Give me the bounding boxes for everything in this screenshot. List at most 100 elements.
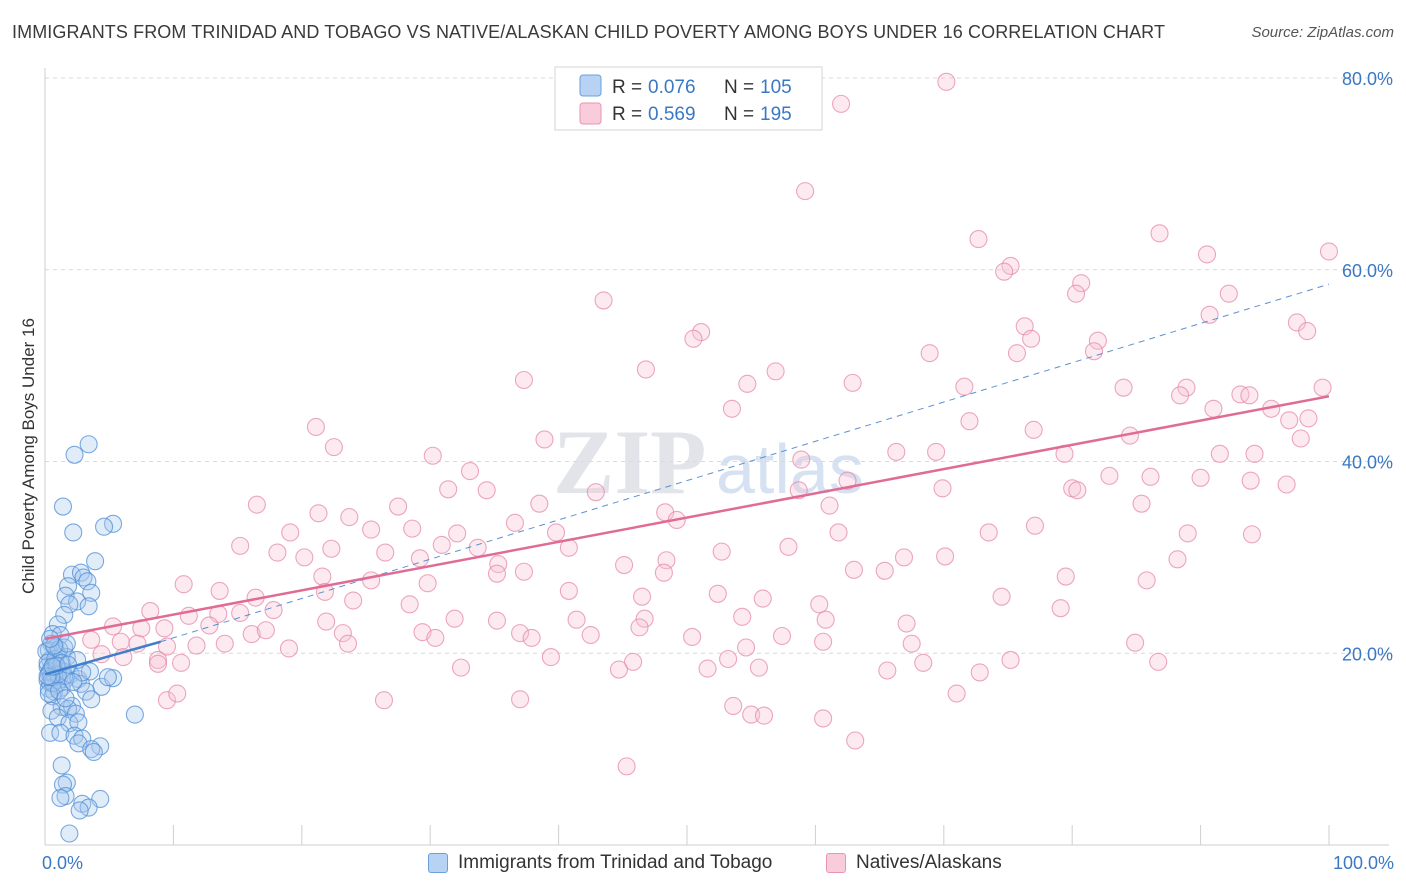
point-natives-192 bbox=[814, 709, 833, 728]
point-natives-40 bbox=[1024, 420, 1043, 439]
point-natives-178 bbox=[1149, 652, 1168, 671]
point-immigrants-48 bbox=[80, 662, 99, 681]
point-natives-177 bbox=[1001, 650, 1020, 670]
point-immigrants-61 bbox=[125, 705, 144, 724]
point-natives-183 bbox=[749, 658, 768, 677]
point-immigrants-13 bbox=[82, 583, 101, 602]
point-natives-26 bbox=[514, 370, 533, 390]
y-tick-label-40: 40.0% bbox=[1342, 453, 1393, 473]
point-natives-146 bbox=[242, 625, 261, 644]
point-natives-164 bbox=[683, 627, 702, 647]
point-natives-190 bbox=[724, 696, 743, 716]
point-natives-68 bbox=[1068, 481, 1087, 500]
point-natives-162 bbox=[522, 628, 541, 647]
point-natives-123 bbox=[633, 587, 652, 606]
point-natives-12 bbox=[594, 291, 613, 310]
point-natives-96 bbox=[376, 543, 395, 562]
point-natives-157 bbox=[187, 636, 206, 655]
point-natives-137 bbox=[567, 610, 586, 629]
legend-item-immigrants[interactable]: Immigrants from Trinidad and Tobago bbox=[428, 852, 772, 874]
point-natives-66 bbox=[586, 483, 605, 502]
point-natives-71 bbox=[530, 494, 549, 513]
point-natives-24 bbox=[636, 360, 655, 379]
point-natives-64 bbox=[477, 481, 496, 500]
point-natives-148 bbox=[333, 624, 352, 643]
point-natives-176 bbox=[914, 653, 933, 672]
point-natives-115 bbox=[1137, 571, 1156, 590]
point-natives-0 bbox=[937, 72, 956, 91]
y-axis-label: Child Poverty Among Boys Under 16 bbox=[19, 318, 38, 594]
point-natives-1 bbox=[832, 94, 851, 113]
point-immigrants-65 bbox=[41, 723, 60, 742]
watermark-atlas: atlas bbox=[716, 430, 864, 508]
point-natives-63 bbox=[439, 480, 458, 499]
point-natives-13 bbox=[1200, 305, 1219, 324]
point-natives-181 bbox=[609, 660, 628, 679]
legend-swatch-natives bbox=[826, 853, 846, 873]
point-natives-45 bbox=[306, 417, 325, 437]
point-natives-76 bbox=[505, 513, 524, 532]
point-natives-41 bbox=[960, 412, 979, 431]
point-natives-88 bbox=[1242, 525, 1262, 544]
point-natives-50 bbox=[927, 442, 946, 461]
point-natives-109 bbox=[487, 564, 507, 583]
point-natives-47 bbox=[324, 438, 343, 457]
legend-n-label-1: N = bbox=[724, 77, 754, 98]
x-tick-label-100: 100.0% bbox=[1333, 853, 1394, 873]
point-natives-10 bbox=[1067, 284, 1086, 303]
point-natives-135 bbox=[445, 609, 464, 628]
point-natives-73 bbox=[1132, 494, 1151, 513]
point-natives-23 bbox=[1084, 342, 1104, 361]
point-natives-37 bbox=[1280, 411, 1299, 430]
point-natives-99 bbox=[615, 555, 634, 575]
point-natives-6 bbox=[1197, 245, 1217, 264]
point-natives-166 bbox=[814, 632, 833, 651]
point-natives-163 bbox=[581, 625, 600, 645]
point-natives-101 bbox=[712, 542, 731, 561]
point-natives-180 bbox=[451, 658, 471, 677]
point-natives-159 bbox=[279, 639, 299, 658]
point-natives-65 bbox=[933, 479, 952, 498]
point-immigrants-75 bbox=[53, 775, 73, 794]
point-natives-145 bbox=[200, 616, 219, 635]
point-natives-61 bbox=[1277, 475, 1296, 494]
point-natives-53 bbox=[1245, 444, 1264, 463]
x-tick-label-0: 0.0% bbox=[42, 853, 83, 873]
point-natives-86 bbox=[979, 523, 998, 542]
legend-item-natives[interactable]: Natives/Alaskans bbox=[826, 852, 1002, 874]
point-natives-17 bbox=[692, 323, 711, 342]
point-immigrants-10 bbox=[78, 572, 97, 591]
point-immigrants-82 bbox=[60, 824, 79, 843]
point-natives-9 bbox=[1072, 274, 1091, 293]
point-immigrants-18 bbox=[48, 615, 67, 634]
chart-source: Source: ZipAtlas.com bbox=[1251, 24, 1394, 41]
point-natives-138 bbox=[635, 609, 654, 628]
point-natives-182 bbox=[698, 659, 717, 678]
point-natives-175 bbox=[719, 649, 738, 669]
point-natives-117 bbox=[210, 581, 229, 600]
point-natives-3 bbox=[969, 230, 988, 249]
point-natives-30 bbox=[1114, 378, 1133, 397]
point-immigrants-53 bbox=[98, 668, 117, 687]
point-natives-91 bbox=[432, 535, 451, 554]
point-natives-188 bbox=[374, 691, 394, 710]
point-natives-42 bbox=[1313, 378, 1332, 397]
point-natives-90 bbox=[322, 539, 341, 558]
point-natives-127 bbox=[992, 587, 1011, 606]
point-natives-80 bbox=[281, 523, 300, 542]
legend-label-natives: Natives/Alaskans bbox=[856, 852, 1002, 873]
point-immigrants-81 bbox=[70, 801, 89, 820]
point-natives-125 bbox=[753, 589, 772, 608]
series-legend: Immigrants from Trinidad and Tobago Nati… bbox=[0, 850, 1406, 880]
point-natives-27 bbox=[738, 374, 757, 393]
point-natives-36 bbox=[1299, 409, 1318, 428]
point-natives-49 bbox=[887, 442, 906, 461]
point-immigrants-77 bbox=[51, 788, 70, 808]
point-natives-48 bbox=[423, 446, 442, 465]
point-immigrants-62 bbox=[48, 708, 67, 727]
point-natives-132 bbox=[231, 603, 250, 623]
point-natives-25 bbox=[766, 362, 785, 381]
legend-n-value-2: 195 bbox=[760, 104, 792, 125]
point-immigrants-17 bbox=[55, 605, 74, 624]
point-natives-106 bbox=[313, 567, 332, 586]
